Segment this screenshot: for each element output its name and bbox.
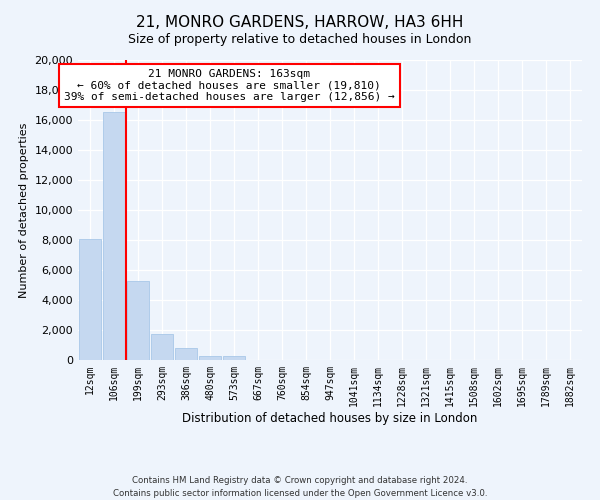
Bar [199, 356, 221, 360]
Bar [175, 348, 197, 360]
Bar [79, 238, 101, 360]
X-axis label: Distribution of detached houses by size in London: Distribution of detached houses by size … [182, 412, 478, 424]
Text: Size of property relative to detached houses in London: Size of property relative to detached ho… [128, 32, 472, 46]
Bar [151, 334, 173, 360]
Bar [223, 356, 245, 360]
Text: Contains HM Land Registry data © Crown copyright and database right 2024.
Contai: Contains HM Land Registry data © Crown c… [113, 476, 487, 498]
Bar [127, 280, 149, 360]
Text: 21 MONRO GARDENS: 163sqm
← 60% of detached houses are smaller (19,810)
39% of se: 21 MONRO GARDENS: 163sqm ← 60% of detach… [64, 69, 395, 102]
Bar [103, 112, 125, 360]
Y-axis label: Number of detached properties: Number of detached properties [19, 122, 29, 298]
Text: 21, MONRO GARDENS, HARROW, HA3 6HH: 21, MONRO GARDENS, HARROW, HA3 6HH [136, 15, 464, 30]
